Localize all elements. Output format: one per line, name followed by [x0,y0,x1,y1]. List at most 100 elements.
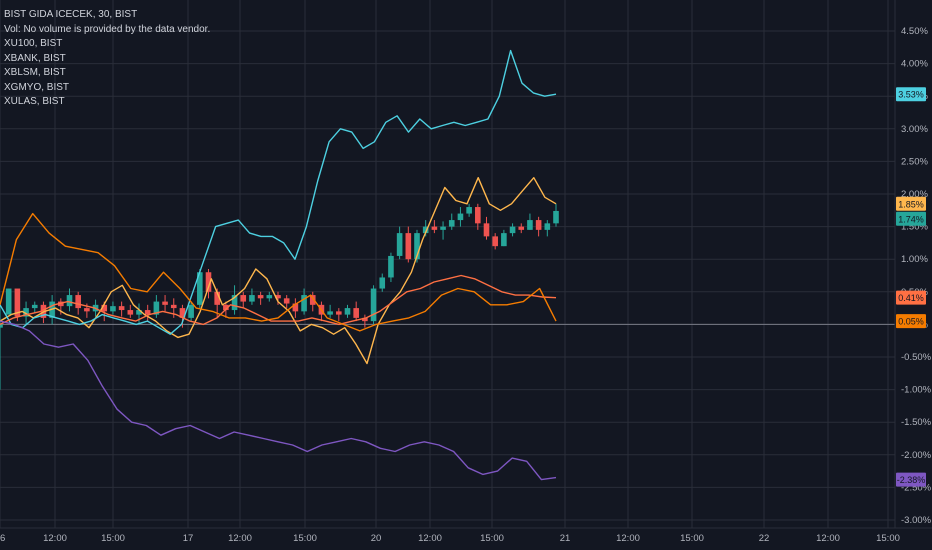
last-value-tag-label: 0.05% [898,317,924,327]
candle [266,291,273,302]
candle-body [301,295,307,312]
x-tick-label: 12:00 [816,533,840,544]
candle-body [509,226,516,234]
series-line-xblsm [0,274,557,326]
y-tick-label: -3.00% [901,515,932,526]
candle-body [283,298,290,304]
candle-body [370,288,377,322]
x-tick-label: 15:00 [876,533,900,544]
candle-body [144,310,151,315]
candle-body [457,213,464,221]
candle-body [14,288,21,317]
candle-body [535,220,542,230]
candle [136,303,142,325]
candle [205,268,212,299]
candle-body [110,306,116,312]
candle [353,301,359,322]
candle-body [466,207,472,214]
series-line-xgmyo [0,212,557,332]
candle [118,301,125,317]
legend-symbol-xblsm[interactable]: XBLSM, BIST [4,67,66,78]
x-tick-label: 20 [371,533,382,544]
candle-body [327,311,333,315]
y-tick-label: 4.00% [901,59,928,70]
candle [466,203,472,217]
y-tick-label: -1.00% [901,385,932,396]
candle-body [231,295,238,311]
last-value-tag-bg [896,211,926,226]
y-tick-label: 2.00% [901,189,928,200]
candle [75,291,81,315]
grid-lines [0,0,895,528]
legend-symbol-xulas[interactable]: XULAS, BIST [4,96,65,107]
candle-body [292,303,299,312]
series-line-xbank [0,49,557,335]
chart-legend: BIST GIDA ICECEK, 30, BIST Vol: No volum… [4,8,210,110]
candle-body [431,226,438,230]
candle [240,291,247,309]
candle-body [501,233,507,247]
candle-body [396,233,403,256]
candle [405,226,412,263]
candle-body [101,304,108,312]
candle-body [118,306,125,311]
x-tick-label: 12:00 [616,533,640,544]
candle-body [31,304,38,309]
x-tick-label: 15:00 [293,533,317,544]
candle [379,273,386,292]
candle [475,203,481,230]
candle [309,291,316,312]
candle-body [162,301,168,305]
candle [388,252,394,283]
candle [336,308,342,322]
last-value-tag-bg [896,87,926,102]
candle [544,220,551,237]
candle-body [405,233,412,260]
candle-body [249,295,255,302]
candle-body [527,220,533,230]
candle-body [544,223,551,230]
candle-body [448,220,455,227]
candle-body [240,295,247,302]
legend-symbol-xbank[interactable]: XBANK, BIST [4,52,66,64]
y-tick-label: -0.50% [901,352,932,363]
last-value-tag-bg [896,196,926,211]
candle-body [362,317,368,322]
candle-body [214,291,220,305]
candle-body [414,233,420,260]
last-value-tag: -2.38% [896,472,926,487]
candle-body [309,295,316,305]
legend-symbol-xu100[interactable]: XU100, BIST [4,38,63,49]
legend-volume-note: Vol: No volume is provided by the data v… [4,23,211,35]
candle [301,288,307,315]
series-line-xu100 [0,176,557,365]
legend-symbol-xgmyo[interactable]: XGMYO, BIST [4,81,70,93]
time-axis[interactable]: 16 12:00 15:00 17 12:00 15:00 20 12:00 15:00 21 12… [0,527,932,544]
candle [327,304,333,318]
y-tick-label: 2.50% [901,156,928,167]
candle-body [518,226,525,230]
candle [249,288,255,305]
candle [0,304,3,390]
candle [66,288,73,312]
candle-body [188,304,194,318]
candle [257,291,264,305]
last-value-tag: 0.41% [896,290,926,305]
candle-body [475,207,481,224]
last-value-tag-label: 3.53% [898,90,924,100]
last-value-tag: 1.74% [896,211,926,226]
last-value-tag: 1.85% [896,196,926,211]
candle [431,220,438,234]
x-tick-label: 21 [560,533,571,544]
candle [362,314,368,328]
candle [110,301,116,315]
candle [31,301,38,313]
candle-body [136,310,142,315]
candle [197,268,203,309]
candle-body [23,308,29,317]
candle [527,213,533,230]
candle-body [197,272,203,305]
legend-title[interactable]: BIST GIDA ICECEK, 30, BIST [4,9,138,20]
